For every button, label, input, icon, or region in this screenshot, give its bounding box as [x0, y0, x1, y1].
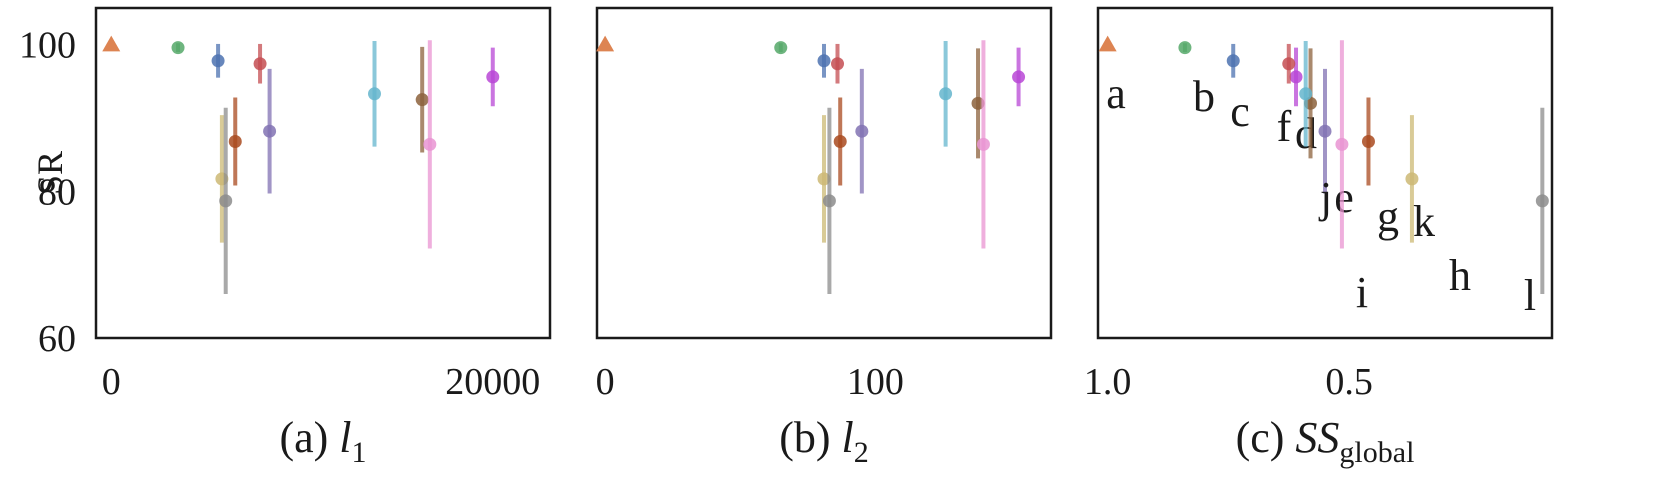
point-d — [1012, 70, 1026, 84]
point-i — [1335, 137, 1349, 151]
point-label-l: l — [1524, 271, 1536, 320]
point-label-a: a — [1106, 69, 1126, 118]
point-label-j: j — [1318, 173, 1332, 222]
point-label-g: g — [1377, 192, 1399, 241]
plot-frame — [595, 6, 1053, 340]
point-l — [822, 194, 836, 208]
y-tick-label: 100 — [19, 25, 76, 67]
panel-caption: (b) l2 — [779, 413, 869, 469]
point-d — [486, 70, 500, 84]
point-h — [817, 172, 831, 186]
point-i — [423, 137, 437, 151]
panel-caption: (a) l1 — [279, 413, 366, 469]
point-j — [368, 87, 382, 101]
point-i — [976, 137, 990, 151]
point-c — [211, 54, 225, 68]
point-a — [596, 35, 615, 52]
point-a — [102, 35, 121, 52]
point-l — [219, 194, 233, 208]
point-j — [1299, 87, 1313, 101]
chart-panel-3: 1.00.5(c) SSglobalabcdefghijkl — [1084, 6, 1554, 469]
point-j — [939, 87, 953, 101]
point-a — [1098, 35, 1117, 52]
point-g — [263, 124, 277, 138]
point-label-f: f — [1277, 102, 1292, 151]
point-b — [1178, 41, 1192, 55]
point-g — [855, 124, 869, 138]
point-label-k: k — [1413, 197, 1435, 246]
point-f — [831, 57, 845, 71]
point-g — [1318, 124, 1332, 138]
point-c — [817, 54, 831, 68]
chart-panel-2: 0 100 (b) l2 — [595, 6, 1053, 469]
point-d — [1289, 70, 1303, 84]
point-k — [833, 134, 847, 148]
y-tick-label: 60 — [38, 318, 76, 360]
point-h — [1405, 172, 1419, 186]
x-tick-label: 0.5 — [1325, 361, 1373, 403]
point-f — [1282, 57, 1296, 71]
point-label-i: i — [1356, 268, 1368, 317]
point-k — [228, 134, 242, 148]
x-tick-label: 0 — [596, 361, 615, 403]
point-label-b: b — [1193, 72, 1215, 121]
x-tick-label: 1.0 — [1084, 361, 1132, 403]
y-axis-label: SR — [30, 151, 70, 195]
point-label-h: h — [1449, 251, 1471, 300]
point-label-e: e — [1334, 173, 1354, 222]
x-tick-label: 0 — [102, 361, 121, 403]
y-tick-label: 80 — [38, 171, 76, 213]
point-label-c: c — [1230, 87, 1250, 136]
chart-panel-1: 60 80 100 0 20000 SR (a) l1 — [19, 6, 552, 469]
x-tick-label: 100 — [847, 361, 904, 403]
point-l — [1535, 194, 1549, 208]
point-e — [415, 93, 429, 107]
plot-frame — [94, 6, 552, 340]
point-f — [253, 57, 267, 71]
point-e — [971, 96, 985, 110]
plot-frame — [1096, 6, 1554, 340]
point-k — [1361, 134, 1375, 148]
point-b — [774, 41, 788, 55]
panel-caption: (c) SSglobal — [1236, 413, 1415, 469]
point-c — [1226, 54, 1240, 68]
point-b — [171, 41, 185, 55]
x-tick-label: 20000 — [445, 361, 540, 403]
